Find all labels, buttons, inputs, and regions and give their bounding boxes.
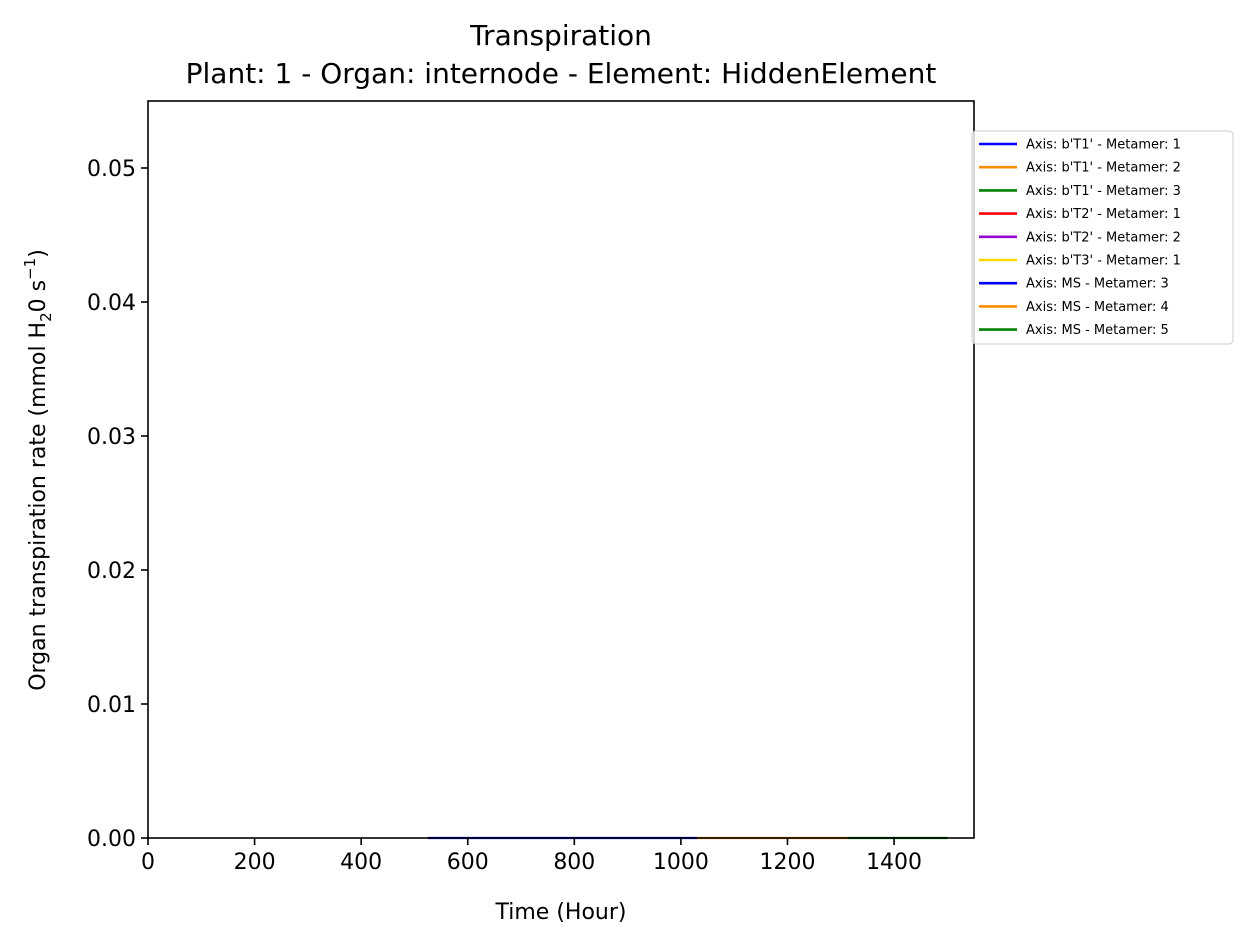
plot-area <box>147 100 975 840</box>
legend-entry-label: Axis: MS - Metamer: 5 <box>1026 323 1169 338</box>
chart-title: Transpiration Plant: 1 - Organ: internod… <box>186 19 937 90</box>
x-axis-label: Time (Hour) <box>495 900 627 925</box>
y-tick-label: 0.02 <box>87 559 136 584</box>
y-axis-label-subscript: 2 <box>37 312 55 322</box>
x-tick-label: 800 <box>553 850 595 875</box>
y-axis-label-superscript: −1 <box>21 258 39 280</box>
y-axis-label-prefix: Organ transpiration rate (mmol H <box>26 322 51 691</box>
x-tick-label: 200 <box>234 850 276 875</box>
y-tick-label: 0.01 <box>87 693 136 718</box>
x-tick-label: 600 <box>447 850 489 875</box>
chart-title-line-1: Transpiration <box>469 19 652 52</box>
y-axis-label-mid: 0 s <box>26 280 51 312</box>
legend-entry-label: Axis: b'T1' - Metamer: 2 <box>1026 161 1181 176</box>
y-tick-label: 0.03 <box>87 425 136 450</box>
y-tick-label: 0.04 <box>87 291 136 316</box>
x-tick-label: 1000 <box>653 850 709 875</box>
y-axis-label-suffix: ) <box>26 249 51 258</box>
legend-entry-label: Axis: MS - Metamer: 4 <box>1026 300 1169 315</box>
x-tick-label: 1400 <box>866 850 922 875</box>
x-axis: 0 200 400 600 800 1000 1200 1400 <box>141 838 922 875</box>
x-tick-label: 1200 <box>759 850 815 875</box>
y-axis: 0.00 0.01 0.02 0.03 0.04 0.05 <box>87 157 148 852</box>
legend-entry-label: Axis: b'T3' - Metamer: 1 <box>1026 254 1181 269</box>
legend-entry-label: Axis: b'T1' - Metamer: 3 <box>1026 184 1181 199</box>
legend-entry-label: Axis: MS - Metamer: 3 <box>1026 277 1169 292</box>
x-tick-label: 400 <box>340 850 382 875</box>
plot-frame <box>147 100 975 839</box>
x-tick-label: 0 <box>141 850 155 875</box>
legend-entry-label: Axis: b'T2' - Metamer: 2 <box>1026 230 1181 245</box>
y-tick-label: 0.00 <box>87 827 136 852</box>
legend: Axis: b'T1' - Metamer: 1 Axis: b'T1' - Me… <box>971 130 1234 345</box>
y-tick-label: 0.05 <box>87 157 136 182</box>
legend-entry-label: Axis: b'T1' - Metamer: 1 <box>1026 138 1181 153</box>
chart-title-line-2: Plant: 1 - Organ: internode - Element: H… <box>186 57 937 90</box>
legend-entry-label: Axis: b'T2' - Metamer: 1 <box>1026 207 1181 222</box>
legend-frame <box>971 130 1234 345</box>
y-axis-label: Organ transpiration rate (mmol H20 s−1) <box>21 249 55 691</box>
